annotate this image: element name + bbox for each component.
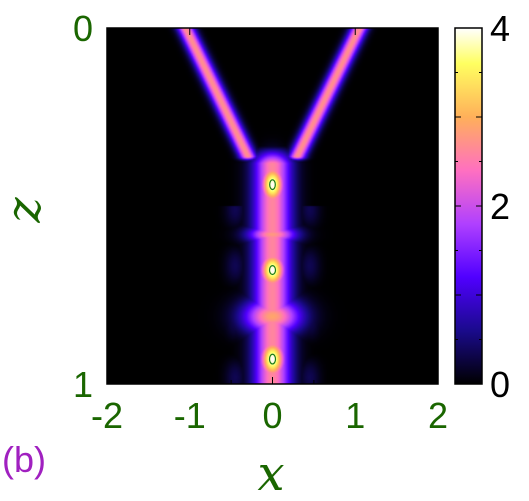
y-axis-ticks xyxy=(107,27,438,385)
x-tick-label: -1 xyxy=(174,395,206,436)
heatmap-image xyxy=(107,28,438,384)
y-axis-title: z xyxy=(0,197,52,224)
contour-line xyxy=(268,265,277,276)
panel-label: (b) xyxy=(2,439,46,480)
x-tick-label: 0 xyxy=(262,395,282,436)
x-tick-labels: -2 -1 0 1 2 xyxy=(91,395,448,436)
contour-line xyxy=(269,179,276,191)
x-tick-label: 1 xyxy=(345,395,365,436)
x-tick-label: 2 xyxy=(428,395,448,436)
colorbar-tick-label: 0 xyxy=(490,364,510,405)
contour-line xyxy=(268,353,277,365)
x-axis-title: x xyxy=(257,446,284,501)
contour-lines xyxy=(268,179,277,365)
y-tick-label: 0 xyxy=(73,8,93,49)
colorbar-tick-labels: 0 2 4 xyxy=(490,8,510,405)
y-tick-label: 1 xyxy=(73,364,93,405)
x-axis-ticks xyxy=(106,28,439,384)
colorbar-tick-label: 2 xyxy=(490,186,510,227)
colorbar-ticks xyxy=(455,27,482,385)
y-tick-labels: 01 xyxy=(73,8,93,405)
x-tick-label: -2 xyxy=(91,395,123,436)
colorbar-tick-label: 4 xyxy=(490,8,510,49)
